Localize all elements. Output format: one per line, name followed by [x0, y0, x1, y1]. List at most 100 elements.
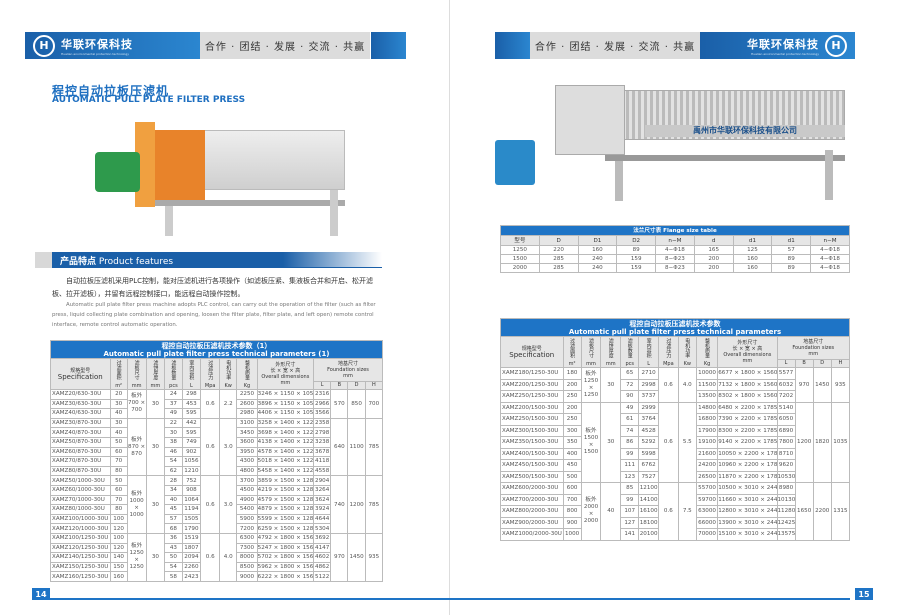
features-text-en: Automatic pull plate filter press machin… — [52, 302, 376, 328]
flange-cell: 160 — [732, 263, 773, 273]
volume-cell: 2999 — [638, 401, 659, 414]
dimensions-cell: 15100 × 3010 × 2445 — [717, 528, 778, 541]
weight-cell: 6300 — [236, 532, 258, 544]
dimensions-cell: 9140 × 2200 × 1785 — [717, 436, 778, 449]
flange-cell: 159 — [616, 254, 657, 264]
foundation-h-cell: 935 — [830, 367, 851, 403]
plates-cell: 37 — [164, 398, 183, 410]
plates-cell: 57 — [164, 513, 183, 525]
brand-name: 华联环保科技 — [747, 37, 819, 51]
foundation-h-cell: 785 — [364, 417, 384, 477]
pressure-cell: 0.6 — [658, 482, 679, 541]
spec-cell: XAMZ1000/2000-30U — [500, 528, 564, 541]
foundation-l-cell: 2316 — [313, 389, 332, 400]
plates-cell: 36 — [164, 532, 183, 544]
header-vol: 室内容积 L — [638, 336, 659, 368]
volume-cell: 442 — [181, 417, 202, 429]
weight-cell: 3100 — [236, 417, 258, 429]
volume-cell: 453 — [181, 398, 202, 410]
area-cell: 120 — [109, 542, 128, 554]
plates-cell: 40 — [164, 494, 183, 506]
dimensions-cell: 3246 × 1150 × 1050 — [256, 389, 315, 400]
weight-cell: 13500 — [695, 390, 719, 403]
plates-cell: 43 — [164, 542, 183, 554]
logo-icon: H — [33, 34, 55, 57]
flange-header: d1 — [732, 235, 773, 246]
dimensions-cell: 7132 × 1800 × 1560 — [717, 378, 778, 391]
dimensions-cell: 6259 × 1500 × 1285 — [256, 523, 315, 534]
flange-cell: 4−Φ18 — [655, 245, 695, 255]
area-cell: 350 — [562, 436, 582, 449]
foundation-l-cell: 7202 — [776, 390, 796, 403]
volume-cell: 908 — [181, 484, 202, 496]
header-specification: 规格型号 Specification — [50, 358, 111, 390]
flange-cell: 2000 — [500, 263, 540, 273]
flange-cell: 4−Φ18 — [810, 245, 850, 255]
spec-cell: XAMZ40/630-30U — [50, 408, 111, 419]
weight-cell: 3950 — [236, 446, 258, 458]
foundation-d-cell: 1450 — [812, 367, 832, 403]
flange-cell: 89 — [616, 245, 657, 255]
weight-cell: 17900 — [695, 424, 719, 437]
area-cell: 60 — [109, 484, 128, 496]
pressure-cell: 0.6 — [200, 532, 221, 582]
foundation-l-cell: 5304 — [313, 523, 332, 534]
area-cell: 180 — [562, 367, 582, 380]
flange-cell: 200 — [693, 263, 734, 273]
header-dimensions: 外形尺寸长 × 宽 × 高 Overall dimensions mm — [256, 358, 315, 390]
weight-cell: 16800 — [695, 413, 719, 426]
foundation-l-cell: 7800 — [776, 436, 796, 449]
spec-cell: XAMZ600/2000-30U — [500, 482, 564, 495]
foundation-l-cell: 13575 — [776, 528, 796, 541]
foundation-d-cell: 2200 — [812, 482, 832, 541]
foundation-l-cell: 6890 — [776, 424, 796, 437]
foundation-l-cell: 4558 — [313, 465, 332, 477]
volume-cell: 18100 — [638, 516, 659, 529]
flange-header: n−M — [655, 235, 695, 246]
table-row: XAMZ150/1250-30U 150 54 2260 8500 5962 × 1800… — [50, 561, 383, 573]
foundation-l-cell: 2904 — [313, 475, 332, 486]
dimensions-cell: 10500 × 3010 × 2445 — [717, 482, 778, 495]
table-row: XAMZ120/1250-30U 120 43 1807 7300 5247 × 1800… — [50, 542, 383, 554]
area-cell: 300 — [562, 424, 582, 437]
flange-header: D2 — [616, 235, 657, 246]
spec-cell: XAMZ60/870-30U — [50, 446, 111, 458]
foundation-l-cell: 3678 — [313, 446, 332, 458]
header-foundation-B: B — [794, 358, 814, 369]
volume-cell: 1519 — [181, 532, 202, 544]
volume-cell: 7527 — [638, 470, 659, 483]
dimensions-cell: 11660 × 3010 × 2445 — [717, 493, 778, 506]
machine-label: 禹州市华联环保科技有限公司 — [645, 125, 845, 137]
dimensions-cell: 6480 × 2200 × 1785 — [717, 401, 778, 414]
dimensions-cell: 5962 × 1800 × 1560 — [256, 561, 315, 573]
table-row: XAMZ20/630-30U 20 板外 700 × 700 30 24 298 0.6 2.… — [50, 389, 384, 419]
plates-cell: 49 — [164, 408, 183, 419]
header-foundation: 地基尺寸 Foundation sizes mm — [776, 336, 850, 360]
flange-cell: 4−Φ18 — [810, 254, 850, 264]
area-cell: 100 — [109, 532, 128, 544]
weight-cell: 7200 — [236, 523, 258, 534]
spec-cell: XAMZ180/1250-30U — [500, 367, 564, 380]
plates-cell: 34 — [164, 484, 183, 496]
plate-size-cell: 板外 870 × 870 — [126, 417, 147, 477]
dimensions-cell: 11870 × 2200 × 1785 — [717, 470, 778, 483]
foundation-b-cell: 640 — [330, 417, 349, 477]
dimensions-cell: 10050 × 2200 × 1785 — [717, 447, 778, 460]
table-title-cn: 程控自动拉板压滤机技术参数 — [629, 319, 721, 328]
slogan: 合作 · 团结 · 发展 · 交流 · 共赢 — [530, 32, 700, 59]
area-cell: 400 — [562, 447, 582, 460]
dimensions-cell: 4792 × 1800 × 1560 — [256, 532, 315, 544]
flange-cell: 240 — [577, 254, 618, 264]
flange-cell: 1500 — [500, 254, 540, 264]
weight-cell: 3700 — [236, 475, 258, 486]
header-foundation-H: H — [364, 380, 384, 391]
flange-header: d — [693, 235, 734, 246]
plates-cell: 45 — [164, 504, 183, 515]
area-cell: 60 — [109, 446, 128, 458]
volume-cell: 752 — [181, 475, 202, 486]
foundation-l-cell: 8710 — [776, 447, 796, 460]
volume-cell: 298 — [181, 389, 202, 400]
dimensions-cell: 8302 × 1800 × 1560 — [717, 390, 778, 403]
area-cell: 600 — [562, 482, 582, 495]
table-row: XAMZ200/1250-30U 200 72 2998 11500 7132 × 180… — [500, 378, 850, 391]
